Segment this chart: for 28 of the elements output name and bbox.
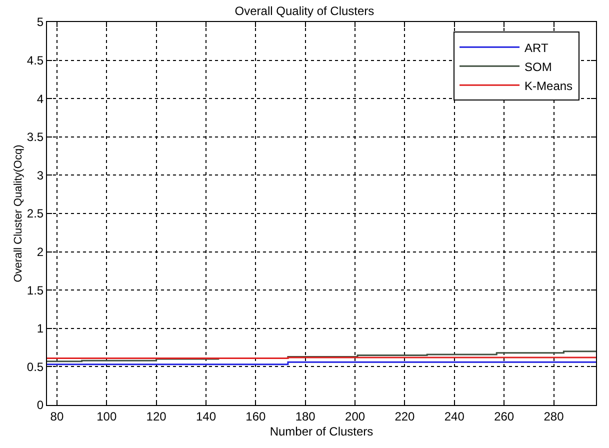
x-tick-label: 140 (196, 409, 216, 424)
y-tick-label: 0.5 (26, 360, 44, 374)
y-tick-label: 2 (36, 245, 44, 259)
x-tick-label: 100 (96, 409, 117, 424)
x-tick-label: 120 (146, 409, 167, 424)
y-tick-label: 5 (36, 15, 44, 30)
legend-label: ART (524, 40, 549, 55)
y-tick-label: 4.5 (26, 54, 44, 68)
x-tick-label: 160 (246, 409, 266, 424)
x-tick-label: 240 (444, 409, 465, 424)
y-axis-title: Overall Cluster Quality(Ocq) (12, 144, 25, 282)
y-tick-label: 3 (36, 168, 44, 182)
legend-label: SOM (524, 60, 552, 74)
y-tick-label: 4 (36, 92, 44, 106)
y-tick-label: 1.5 (26, 283, 44, 298)
y-tick-label: 1 (36, 322, 44, 336)
y-tick-label: 3.5 (26, 130, 44, 144)
chart-title: Overall Quality of Clusters (234, 4, 374, 18)
x-tick-label: 180 (295, 409, 316, 424)
y-tick-label: 2.5 (26, 206, 44, 221)
y-tick-label: 0 (36, 398, 44, 412)
x-tick-label: 220 (394, 409, 416, 424)
legend-label: K-Means (524, 78, 573, 93)
x-tick-label: 260 (494, 409, 514, 424)
x-tick-label: 200 (345, 409, 366, 424)
x-axis-title: Number of Clusters (270, 424, 374, 438)
x-tick-label: 80 (50, 409, 64, 424)
x-tick-label: 280 (544, 409, 564, 424)
